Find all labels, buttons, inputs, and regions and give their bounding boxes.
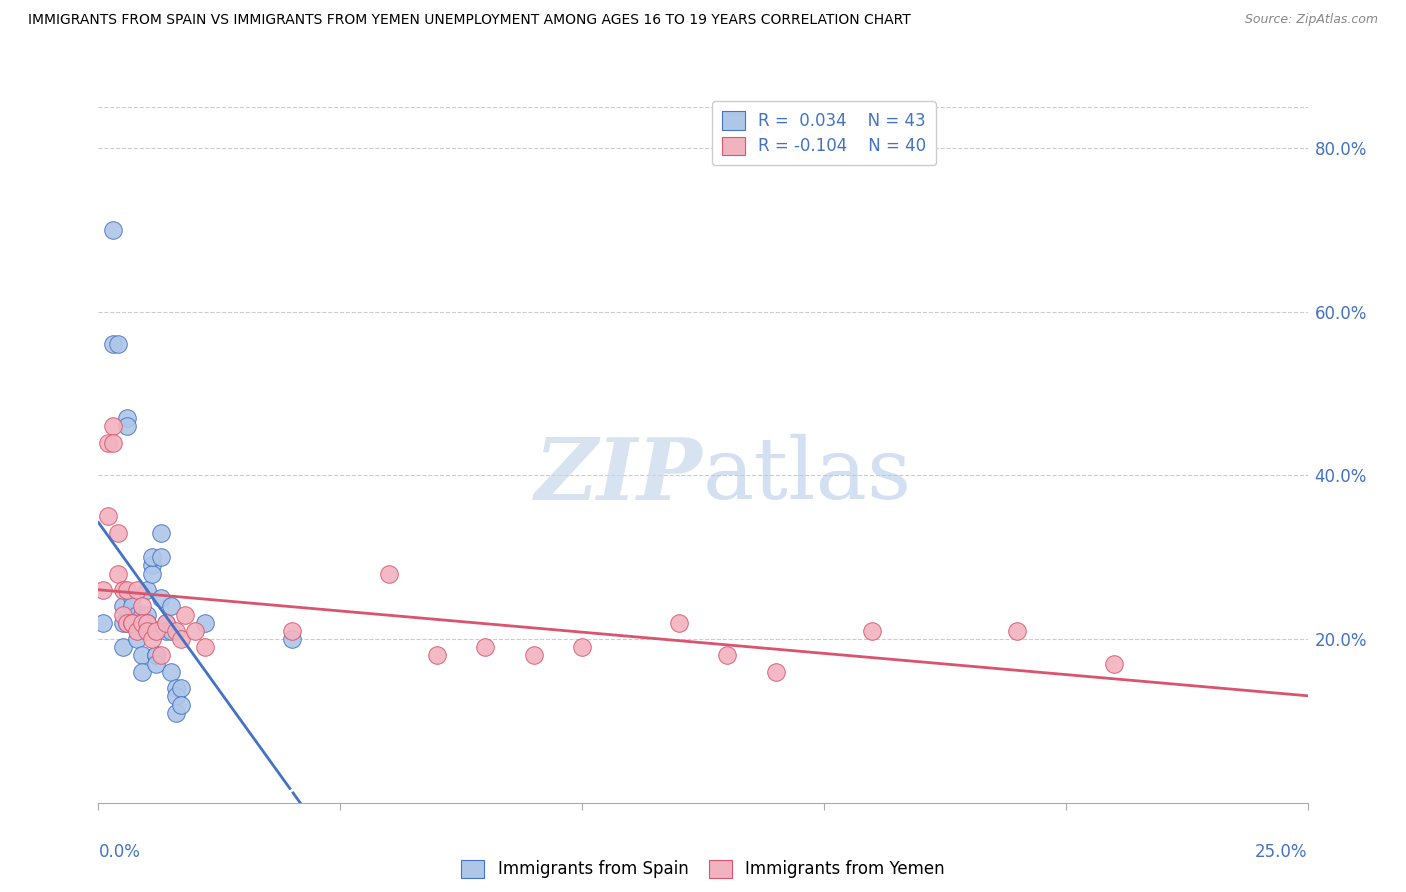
Point	[184, 624, 207, 638]
Point	[141, 566, 163, 581]
Point	[131, 648, 153, 663]
Point	[101, 419, 124, 434]
Point	[135, 624, 157, 638]
Point	[155, 615, 177, 630]
Point	[135, 615, 157, 630]
Point	[97, 509, 120, 524]
Text: 25.0%: 25.0%	[1256, 843, 1308, 861]
Point	[668, 615, 690, 630]
Point	[131, 665, 153, 679]
Point	[111, 607, 134, 622]
Point	[127, 624, 149, 638]
Point	[117, 419, 139, 434]
Point	[127, 582, 149, 597]
Text: Source: ZipAtlas.com: Source: ZipAtlas.com	[1244, 13, 1378, 27]
Point	[117, 615, 139, 630]
Point	[150, 591, 173, 606]
Point	[160, 665, 183, 679]
Point	[111, 615, 134, 630]
Point	[111, 640, 134, 655]
Point	[101, 337, 124, 351]
Point	[107, 337, 129, 351]
Point	[169, 698, 191, 712]
Point	[145, 657, 167, 671]
Point	[194, 640, 217, 655]
Text: ZIP: ZIP	[536, 434, 703, 517]
Text: IMMIGRANTS FROM SPAIN VS IMMIGRANTS FROM YEMEN UNEMPLOYMENT AMONG AGES 16 TO 19 : IMMIGRANTS FROM SPAIN VS IMMIGRANTS FROM…	[28, 13, 911, 28]
Point	[101, 223, 124, 237]
Point	[145, 648, 167, 663]
Point	[121, 591, 143, 606]
Point	[117, 411, 139, 425]
Point	[169, 632, 191, 646]
Point	[150, 648, 173, 663]
Point	[91, 615, 114, 630]
Point	[121, 615, 143, 630]
Point	[860, 624, 883, 638]
Point	[1007, 624, 1029, 638]
Point	[121, 615, 143, 630]
Point	[150, 525, 173, 540]
Point	[131, 599, 153, 614]
Point	[523, 648, 546, 663]
Point	[127, 615, 149, 630]
Point	[101, 435, 124, 450]
Point	[160, 599, 183, 614]
Point	[165, 690, 187, 704]
Point	[111, 599, 134, 614]
Point	[117, 582, 139, 597]
Point	[145, 624, 167, 638]
Point	[135, 582, 157, 597]
Point	[1102, 657, 1125, 671]
Point	[107, 566, 129, 581]
Point	[571, 640, 593, 655]
Point	[160, 624, 183, 638]
Point	[97, 435, 120, 450]
Point	[117, 615, 139, 630]
Point	[426, 648, 449, 663]
Point	[474, 640, 496, 655]
Point	[155, 615, 177, 630]
Point	[107, 525, 129, 540]
Text: atlas: atlas	[703, 434, 912, 517]
Point	[377, 566, 399, 581]
Point	[141, 632, 163, 646]
Legend: Immigrants from Spain, Immigrants from Yemen: Immigrants from Spain, Immigrants from Y…	[454, 853, 952, 885]
Point	[165, 624, 187, 638]
Point	[281, 632, 304, 646]
Point	[121, 599, 143, 614]
Point	[174, 607, 197, 622]
Point	[765, 665, 787, 679]
Point	[135, 615, 157, 630]
Point	[141, 550, 163, 565]
Point	[716, 648, 738, 663]
Point	[145, 648, 167, 663]
Point	[165, 706, 187, 720]
Point	[131, 607, 153, 622]
Point	[165, 681, 187, 696]
Point	[131, 615, 153, 630]
Point	[91, 582, 114, 597]
Point	[141, 558, 163, 573]
Point	[194, 615, 217, 630]
Point	[150, 550, 173, 565]
Point	[169, 681, 191, 696]
Point	[111, 582, 134, 597]
Point	[135, 607, 157, 622]
Text: 0.0%: 0.0%	[98, 843, 141, 861]
Point	[127, 607, 149, 622]
Point	[127, 632, 149, 646]
Point	[281, 624, 304, 638]
Point	[155, 624, 177, 638]
Point	[121, 615, 143, 630]
